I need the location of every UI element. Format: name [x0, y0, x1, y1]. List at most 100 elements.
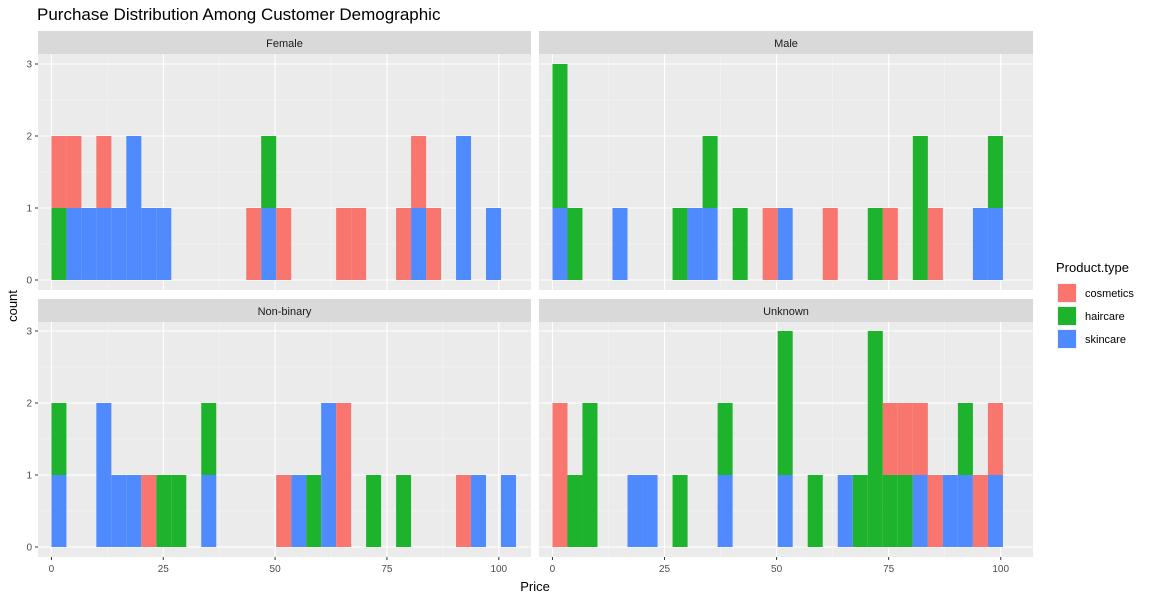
- bar-cosmetics: [972, 475, 988, 547]
- bar-cosmetics: [987, 403, 1003, 475]
- y-tick-label: 3: [26, 327, 32, 338]
- bar-skincare: [321, 403, 337, 547]
- x-tick-label: 50: [771, 564, 783, 575]
- bar-cosmetics: [882, 403, 898, 475]
- bar-skincare: [912, 475, 928, 547]
- x-tick-label: 75: [381, 564, 393, 575]
- bar-skincare: [627, 475, 643, 547]
- bar-haircare: [306, 475, 322, 547]
- bar-skincare: [972, 208, 988, 280]
- x-tick-label: 100: [490, 564, 507, 575]
- facet-panel-female: Female 0 1 2 3: [26, 31, 531, 290]
- bar-skincare: [81, 208, 97, 280]
- bar-cosmetics: [552, 403, 568, 547]
- bar-cosmetics: [276, 208, 292, 280]
- bar-skincare: [702, 208, 718, 280]
- bar-haircare: [51, 403, 67, 475]
- bar-skincare: [126, 136, 142, 280]
- y-tick-label: 2: [26, 132, 32, 143]
- bar-cosmetics: [897, 403, 913, 475]
- bar-cosmetics: [927, 475, 943, 547]
- legend-label-haircare: haircare: [1085, 311, 1125, 323]
- bar-skincare: [96, 403, 112, 547]
- bar-skincare: [501, 475, 516, 547]
- facet-strip-label: Male: [774, 38, 798, 50]
- bar-cosmetics: [426, 208, 442, 280]
- bar-skincare: [942, 475, 958, 547]
- facet-strip: [38, 31, 531, 54]
- bar-skincare: [66, 208, 82, 280]
- bar-skincare: [261, 208, 277, 280]
- bar-skincare: [687, 208, 703, 280]
- legend-swatch-haircare: [1058, 307, 1076, 325]
- x-axis-label: Price: [520, 579, 550, 594]
- bar-skincare: [717, 475, 733, 547]
- bar-cosmetics: [822, 208, 838, 280]
- bar-haircare: [957, 403, 973, 475]
- bar-haircare: [882, 475, 898, 547]
- bar-cosmetics: [912, 403, 928, 475]
- bar-cosmetics: [396, 208, 412, 280]
- facet-strip-label: Non-binary: [258, 306, 312, 318]
- bar-haircare: [366, 475, 382, 547]
- bar-haircare: [717, 403, 733, 475]
- bar-skincare: [141, 208, 157, 280]
- bar-haircare: [867, 331, 883, 547]
- legend: Product.type cosmetics haircare skincare: [1056, 260, 1134, 349]
- bar-skincare: [987, 475, 1003, 547]
- bar-skincare: [456, 136, 472, 280]
- facet-panel-male: Male: [539, 31, 1033, 290]
- bar-skincare: [987, 208, 1003, 280]
- y-tick-label: 3: [26, 60, 32, 71]
- legend-title: Product.type: [1056, 260, 1129, 275]
- facet-strip: [539, 299, 1033, 322]
- bar-skincare: [111, 475, 127, 547]
- facet-panel-unknown: Unknown 0 25 50 75 100: [539, 299, 1033, 575]
- bar-cosmetics: [411, 136, 427, 208]
- bar-haircare: [201, 403, 217, 475]
- bar-haircare: [171, 475, 187, 547]
- y-tick-label: 1: [26, 471, 32, 482]
- bar-skincare: [291, 475, 307, 547]
- legend-swatch-skincare: [1058, 330, 1076, 348]
- bar-haircare: [987, 136, 1003, 208]
- bar-skincare: [201, 475, 217, 547]
- bar-skincare: [777, 475, 793, 547]
- bar-haircare: [567, 208, 583, 280]
- bar-skincare: [837, 475, 853, 547]
- facet-panel-non-binary: Non-binary 0 1 2 3 0 25 50 75 100: [26, 299, 531, 575]
- legend-label-cosmetics: cosmetics: [1085, 288, 1134, 300]
- bar-skincare: [486, 208, 502, 280]
- bar-haircare: [51, 208, 67, 280]
- bar-haircare: [852, 475, 868, 547]
- legend-swatch-cosmetics: [1058, 284, 1076, 302]
- bar-skincare: [471, 475, 487, 547]
- bar-haircare: [261, 136, 277, 208]
- facet-strip: [38, 299, 531, 322]
- bar-haircare: [867, 208, 883, 280]
- x-tick-label: 100: [992, 564, 1009, 575]
- bar-skincare: [126, 475, 142, 547]
- facet-strip: [539, 31, 1033, 54]
- bar-skincare: [612, 208, 628, 280]
- bar-cosmetics: [336, 403, 352, 547]
- y-tick-label: 1: [26, 204, 32, 215]
- bar-skincare: [51, 475, 67, 547]
- bar-cosmetics: [762, 208, 778, 280]
- bar-haircare: [912, 136, 928, 280]
- x-tick-label: 75: [883, 564, 895, 575]
- y-tick-label: 0: [26, 543, 32, 554]
- bar-cosmetics: [276, 475, 292, 547]
- bar-skincare: [96, 208, 112, 280]
- bar-skincare: [411, 208, 427, 280]
- bar-haircare: [807, 475, 823, 547]
- bar-haircare: [567, 475, 583, 547]
- bar-haircare: [396, 475, 412, 547]
- bar-haircare: [732, 208, 748, 280]
- bar-haircare: [672, 208, 688, 280]
- y-tick-label: 0: [26, 276, 32, 287]
- bar-haircare: [777, 331, 793, 475]
- bar-cosmetics: [51, 136, 67, 208]
